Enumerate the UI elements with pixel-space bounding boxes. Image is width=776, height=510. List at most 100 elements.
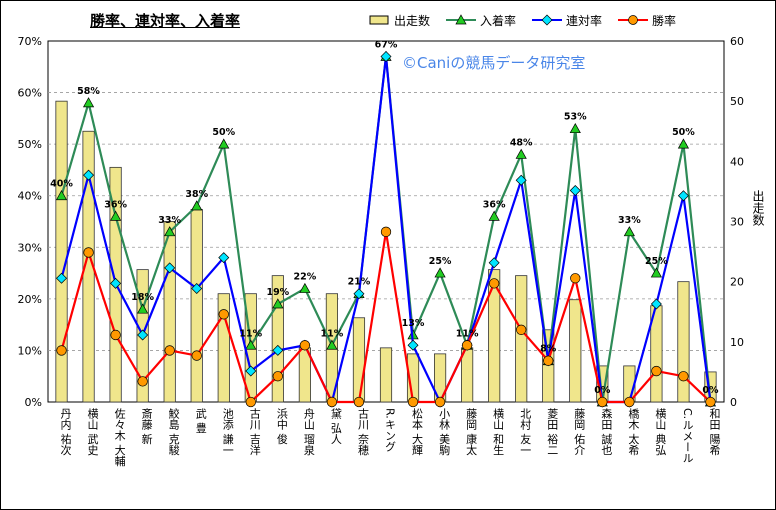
point-place-rate [191, 200, 203, 211]
point-win-rate [678, 371, 689, 382]
category-label: 森田 誠也 [600, 407, 613, 456]
data-label: 36% [104, 199, 127, 210]
data-label: 53% [564, 112, 587, 123]
legend-item-win-rate: 勝率 [618, 12, 676, 29]
data-label: 25% [645, 256, 668, 267]
point-win-rate [299, 340, 311, 351]
category-label: 武 豊 [194, 408, 207, 434]
point-place-rate [245, 339, 257, 350]
legend-line-red [618, 15, 649, 25]
y-right-tick-label: 60 [730, 35, 744, 48]
point-quinella-rate [515, 174, 527, 186]
category-label: 浜中 俊 [275, 408, 288, 445]
data-label: 40% [50, 179, 73, 190]
point-win-rate [218, 309, 229, 320]
category-label: 小林 美駒 [438, 408, 451, 456]
point-win-rate [380, 226, 392, 237]
point-win-rate [570, 273, 581, 284]
category-label: 佐々木 大輔 [113, 407, 126, 467]
data-label: 33% [618, 215, 641, 226]
point-win-rate [56, 345, 67, 356]
category-label: 古川 奈穂 [356, 408, 369, 456]
category-label: 黛 弘人 [329, 408, 342, 445]
data-label: 13% [402, 318, 425, 329]
y-left-tick-label: 30% [18, 241, 42, 254]
bar-starts [488, 269, 501, 403]
point-place-rate [677, 138, 690, 149]
y-left-tick-label: 50% [18, 138, 42, 151]
y-left-tick-label: 60% [18, 87, 42, 100]
y-left-tick-label: 0% [25, 396, 42, 409]
y-left-tick-label: 70% [18, 35, 42, 48]
point-win-rate [461, 340, 473, 351]
point-place-rate [137, 303, 149, 314]
point-win-rate [326, 396, 338, 408]
point-quinella-rate [677, 190, 689, 202]
category-label: 藤岡 康太 [465, 408, 478, 456]
point-quinella-rate [110, 277, 122, 289]
category-label: 松本 大輝 [411, 407, 424, 456]
category-label: 斎藤 新 [140, 407, 153, 445]
y-left-tick-label: 20% [18, 293, 42, 306]
data-label: 36% [483, 199, 506, 210]
point-win-rate [191, 350, 202, 361]
data-label: 50% [212, 127, 235, 138]
point-place-rate [326, 339, 338, 350]
point-win-rate [137, 376, 148, 387]
data-label: 38% [185, 189, 208, 200]
category-label: 菱田 裕二 [546, 408, 559, 456]
point-place-rate [164, 226, 176, 237]
data-label: 58% [77, 86, 100, 97]
data-label: 11% [456, 328, 479, 339]
data-label: 19% [266, 287, 289, 298]
bar-starts [190, 209, 203, 403]
y-left-tick-label: 10% [18, 344, 42, 357]
data-label: 11% [321, 328, 344, 339]
point-quinella-rate [164, 262, 176, 274]
legend-item-starts: 出走数 [368, 12, 430, 29]
point-win-rate [434, 396, 446, 408]
point-quinella-rate [218, 252, 230, 264]
bar-starts [515, 275, 528, 403]
category-label: 横山 典弘 [654, 407, 667, 456]
point-place-rate [515, 148, 527, 159]
legend-label-starts: 出走数 [394, 13, 431, 28]
data-label: 33% [158, 215, 181, 226]
point-win-rate [272, 371, 283, 382]
category-label: 橋木 太希 [627, 407, 640, 456]
category-label: 横山 武史 [86, 407, 99, 456]
point-place-rate [623, 226, 635, 237]
data-label: 25% [429, 256, 452, 267]
data-label: 67% [375, 39, 398, 50]
category-label: 古川 吉洋 [248, 408, 261, 456]
point-win-rate [353, 396, 365, 408]
point-place-rate [272, 298, 284, 309]
point-place-rate [299, 282, 311, 293]
data-label: 0% [594, 385, 611, 396]
watermark: ©Caniの競馬データ研究室 [402, 54, 586, 72]
legend: 出走数 入着率 連対率 勝率 [368, 10, 676, 30]
bar-starts [569, 299, 582, 403]
bar-starts [55, 100, 68, 403]
point-win-rate [516, 324, 527, 335]
point-place-rate [488, 210, 500, 221]
category-label: C.ルメール [681, 408, 694, 463]
data-label: 18% [131, 292, 154, 303]
y-right-tick-label: 0 [730, 396, 737, 409]
bar-starts [677, 281, 690, 403]
bar-starts [163, 221, 176, 403]
point-quinella-rate [83, 169, 95, 181]
point-win-rate [651, 365, 662, 377]
point-quinella-rate [272, 344, 284, 356]
point-quinella-rate [650, 298, 662, 310]
category-label: 藤岡 佑介 [573, 408, 586, 456]
point-quinella-rate [245, 365, 257, 377]
point-win-rate [597, 396, 608, 408]
chart-title: 勝率、連対率、入着率 [90, 12, 241, 30]
legend-label-quinella-rate: 連対率 [566, 13, 603, 28]
y2-axis-title: 出走数 [751, 190, 765, 226]
bar-starts [379, 347, 393, 403]
y-right-tick-label: 40 [730, 155, 744, 168]
legend-bar-swatch [369, 15, 389, 25]
y-right-tick-label: 50 [730, 95, 744, 108]
